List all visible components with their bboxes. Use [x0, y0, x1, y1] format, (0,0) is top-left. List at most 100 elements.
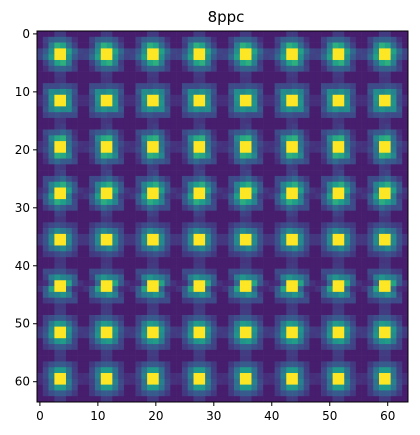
- heatmap-cell: [205, 193, 212, 200]
- heatmap-cell: [350, 123, 357, 130]
- heatmap-cell: [303, 106, 310, 113]
- heatmap-cell: [367, 71, 374, 78]
- heatmap-cell: [379, 94, 386, 101]
- heatmap-cell: [245, 88, 252, 96]
- heatmap-cell: [239, 210, 246, 217]
- heatmap-cell: [48, 303, 55, 310]
- heatmap-cell: [135, 158, 142, 165]
- heatmap-cell: [48, 297, 55, 304]
- heatmap-cell: [245, 106, 252, 113]
- heatmap-cell: [332, 158, 339, 165]
- heatmap-cell: [135, 280, 142, 287]
- heatmap-cell: [210, 349, 218, 356]
- heatmap-cell: [187, 280, 194, 287]
- heatmap-cell: [71, 280, 78, 287]
- heatmap-cell: [118, 390, 125, 397]
- heatmap-cell: [321, 31, 328, 38]
- heatmap-cell: [199, 251, 206, 258]
- heatmap-cell: [373, 228, 380, 235]
- heatmap-cell: [187, 193, 194, 200]
- heatmap-cell: [77, 170, 84, 177]
- heatmap-cell: [135, 233, 142, 240]
- heatmap-cell: [274, 251, 281, 258]
- heatmap-cell: [280, 361, 287, 368]
- heatmap-cell: [118, 210, 125, 217]
- heatmap-cell: [263, 274, 270, 281]
- heatmap-cell: [164, 355, 171, 362]
- heatmap-cell: [332, 396, 339, 403]
- heatmap-cell: [216, 36, 223, 43]
- heatmap-cell: [367, 129, 374, 136]
- heatmap-cell: [355, 303, 362, 310]
- heatmap-cell: [239, 338, 246, 345]
- heatmap-cell: [367, 59, 374, 67]
- heatmap-cell: [268, 187, 275, 194]
- heatmap-cell: [309, 117, 316, 125]
- heatmap-cell: [83, 268, 90, 275]
- heatmap-cell: [42, 297, 49, 304]
- heatmap-cell: [216, 54, 223, 61]
- heatmap-cell: [309, 152, 316, 159]
- heatmap-cell: [42, 326, 49, 333]
- heatmap-cell: [54, 181, 61, 188]
- heatmap-cell: [176, 54, 183, 61]
- heatmap-cell: [176, 141, 183, 148]
- heatmap-cell: [222, 181, 229, 188]
- heatmap-cell: [100, 187, 107, 194]
- heatmap-cell: [321, 59, 328, 67]
- heatmap-cell: [274, 384, 281, 391]
- heatmap-cell: [390, 326, 397, 333]
- heatmap-cell: [170, 233, 177, 240]
- heatmap-cell: [123, 204, 131, 212]
- heatmap-cell: [344, 54, 351, 61]
- heatmap-cell: [60, 384, 67, 391]
- heatmap-cell: [100, 297, 107, 304]
- heatmap-cell: [251, 222, 258, 229]
- heatmap-cell: [210, 112, 218, 119]
- heatmap-cell: [326, 390, 333, 397]
- heatmap-cell: [129, 175, 136, 183]
- heatmap-cell: [187, 187, 194, 194]
- heatmap-cell: [42, 251, 49, 258]
- heatmap-cell: [292, 94, 299, 101]
- heatmap-cell: [367, 384, 374, 391]
- heatmap-cell: [268, 274, 275, 281]
- heatmap-cell: [390, 268, 397, 275]
- heatmap-cell: [48, 326, 55, 333]
- heatmap-cell: [100, 77, 107, 84]
- heatmap-cell: [147, 390, 154, 397]
- heatmap-cell: [315, 210, 322, 217]
- heatmap-cell: [286, 135, 293, 142]
- heatmap-cell: [373, 396, 380, 403]
- heatmap-cell: [390, 332, 397, 339]
- heatmap-cell: [263, 216, 270, 223]
- heatmap-cell: [263, 158, 270, 165]
- heatmap-cell: [373, 100, 380, 107]
- heatmap-cell: [239, 245, 246, 252]
- heatmap-cell: [292, 297, 299, 304]
- heatmap-cell: [257, 100, 264, 107]
- heatmap-cell: [106, 71, 113, 78]
- heatmap-cell: [338, 222, 345, 229]
- heatmap-cell: [71, 233, 78, 240]
- heatmap-cell: [77, 286, 84, 293]
- heatmap-cell: [379, 315, 386, 322]
- heatmap-cell: [245, 181, 252, 188]
- heatmap-cell: [396, 222, 403, 229]
- heatmap-cell: [274, 378, 281, 385]
- heatmap-cell: [251, 344, 258, 351]
- heatmap-cell: [205, 187, 212, 194]
- heatmap-cell: [176, 251, 183, 258]
- heatmap-cell: [297, 54, 304, 61]
- heatmap-cell: [48, 152, 55, 159]
- heatmap-cell: [257, 233, 264, 240]
- heatmap-cell: [210, 106, 218, 113]
- heatmap-cell: [303, 77, 310, 84]
- heatmap-cell: [402, 135, 409, 142]
- heatmap-cell: [373, 309, 380, 316]
- heatmap-cell: [326, 123, 333, 130]
- heatmap-cell: [251, 141, 258, 148]
- chart-title: 8ppc: [208, 8, 245, 26]
- heatmap-cell: [257, 187, 264, 194]
- heatmap-cell: [94, 315, 102, 322]
